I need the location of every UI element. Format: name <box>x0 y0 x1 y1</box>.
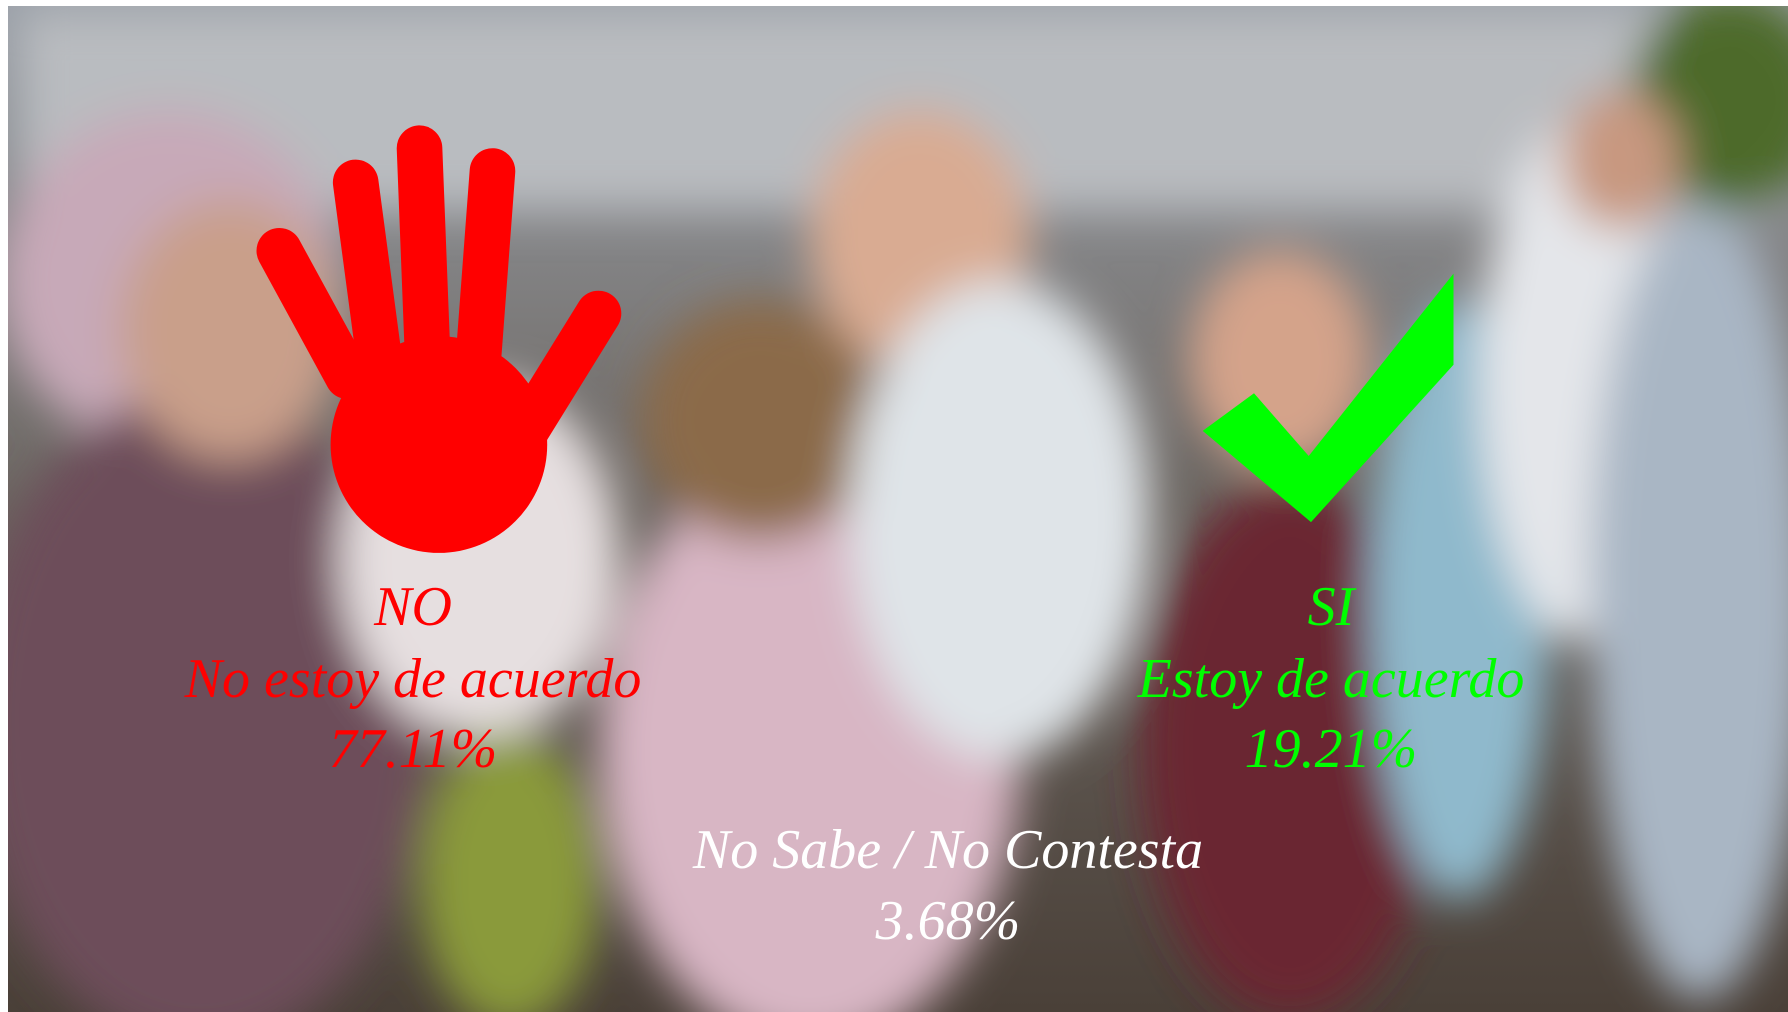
poll-graphic: NO No estoy de acuerdo 77.11% SI Estoy d… <box>0 0 1788 1012</box>
option-description: No estoy de acuerdo <box>184 648 642 710</box>
undecided-label: No Sabe / No Contesta <box>692 819 1203 881</box>
option-description: Estoy de acuerdo <box>1137 648 1525 710</box>
option-percent: 19.21% <box>1245 718 1418 780</box>
option-label: NO <box>373 576 452 638</box>
undecided-percent: 3.68% <box>875 890 1021 952</box>
option-label: SI <box>1308 576 1357 638</box>
option-percent: 77.11% <box>329 718 498 780</box>
